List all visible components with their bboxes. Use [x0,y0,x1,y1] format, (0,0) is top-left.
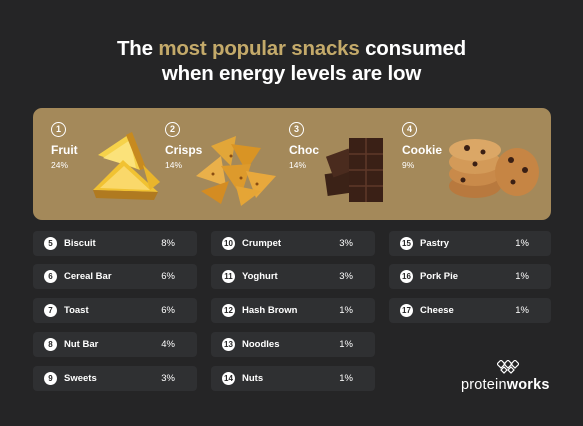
list-item-hash-brown: 12 Hash Brown 1% [211,298,375,323]
snack-percent: 1% [515,271,529,282]
snack-name: Pork Pie [420,271,459,282]
rank-badge: 7 [44,304,57,317]
title-line2: when energy levels are low [161,62,422,85]
snack-percent: 1% [515,238,529,249]
logo-text-bold: works [506,377,550,393]
top-snacks-banner: 1 Fruit 24% 2 Crisps 14% 3 Choc 14% [33,108,551,220]
rank-badge: 13 [222,338,235,351]
snack-percent: 4% [161,339,175,350]
snack-name: Sweets [64,373,97,384]
rank-badge: 1 [51,122,66,137]
top-item-name: Cookie [402,143,443,157]
crisps-image [196,136,276,206]
snack-percent: 1% [339,305,353,316]
rank-badge: 3 [289,122,304,137]
proteinworks-logo-icon [497,360,519,374]
rank-badge: 16 [400,270,413,283]
rank-badge: 14 [222,372,235,385]
snack-percent: 8% [161,238,175,249]
list-item-noodles: 13 Noodles 1% [211,332,375,357]
list-item-crumpet: 10 Crumpet 3% [211,231,375,256]
rank-badge: 12 [222,304,235,317]
rank-badge: 2 [165,122,180,137]
snack-percent: 1% [515,305,529,316]
snack-percent: 3% [161,373,175,384]
list-item-pastry: 15 Pastry 1% [389,231,551,256]
list-item-toast: 7 Toast 6% [33,298,197,323]
logo-wordmark: proteinworks [461,377,550,393]
logo-text-light: protein [461,377,507,393]
snack-name: Yoghurt [242,271,278,282]
title-accent: most popular snacks [158,37,360,60]
top-item-choc: 3 Choc 14% [289,122,319,170]
top-item-percent: 14% [289,160,307,170]
list-item-nuts: 14 Nuts 1% [211,366,375,391]
top-item-cookie: 4 Cookie 9% [402,122,442,170]
rank-badge: 15 [400,237,413,250]
rank-badge: 9 [44,372,57,385]
top-item-name: Crisps [165,143,203,157]
snack-name: Pastry [420,238,450,249]
list-item-nut-bar: 8 Nut Bar 4% [33,332,197,357]
top-item-fruit: 1 Fruit 24% [51,122,78,170]
list-item-biscuit: 5 Biscuit 8% [33,231,197,256]
title-line1-start: The [116,37,159,60]
list-item-yoghurt: 11 Yoghurt 3% [211,264,375,289]
top-item-name: Choc [289,143,319,157]
snack-name: Cheese [420,305,454,316]
list-item-pork-pie: 16 Pork Pie 1% [389,264,551,289]
title-line1-end: consumed [359,37,467,60]
top-item-percent: 24% [51,160,69,170]
snack-percent: 1% [339,339,353,350]
snack-percent: 6% [161,271,175,282]
proteinworks-logo: proteinworks [461,360,556,400]
rank-badge: 6 [44,270,57,283]
list-item-cereal-bar: 6 Cereal Bar 6% [33,264,197,289]
top-item-crisps: 2 Crisps 14% [165,122,202,170]
snack-percent: 3% [339,271,353,282]
rank-badge: 8 [44,338,57,351]
top-item-percent: 9% [402,160,415,170]
snack-percent: 1% [339,373,353,384]
rank-badge: 5 [44,237,57,250]
snack-name: Noodles [242,339,280,350]
snack-name: Nut Bar [64,339,99,350]
top-item-name: Fruit [51,143,78,157]
page-title: The most popular snacks consumed when en… [0,36,583,86]
cookies-image [449,139,539,198]
snack-name: Biscuit [64,238,96,249]
list-item-sweets: 9 Sweets 3% [33,366,197,391]
chocolate-image [324,138,383,202]
snack-name: Crumpet [242,238,282,249]
rank-badge: 17 [400,304,413,317]
snack-name: Cereal Bar [64,271,112,282]
pineapple-image [93,132,160,200]
snack-name: Nuts [242,373,264,384]
top-item-percent: 14% [165,160,183,170]
snack-percent: 6% [161,305,175,316]
snack-name: Hash Brown [242,305,298,316]
rank-badge: 11 [222,270,235,283]
rank-badge: 10 [222,237,235,250]
snack-percent: 3% [339,238,353,249]
list-item-cheese: 17 Cheese 1% [389,298,551,323]
rank-badge: 4 [402,122,417,137]
snack-name: Toast [64,305,89,316]
